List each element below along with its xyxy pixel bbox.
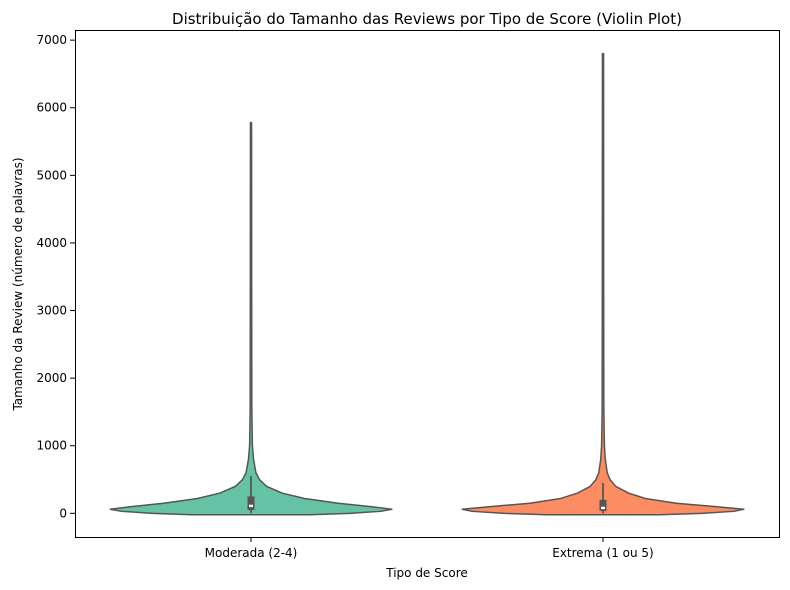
y-tick-label: 1000: [36, 439, 67, 453]
y-axis-label: Tamanho da Review (número de palavras): [11, 157, 25, 411]
chart-title: Distribuição do Tamanho das Reviews por …: [172, 10, 682, 28]
x-axis: Moderada (2-4) Extrema (1 ou 5): [205, 537, 654, 560]
y-tick-label: 2000: [36, 371, 67, 385]
y-tick-label: 3000: [36, 304, 67, 318]
x-axis-label: Tipo de Score: [385, 566, 468, 580]
violin-body: [461, 52, 745, 516]
y-tick-label: 0: [59, 506, 67, 520]
x-tick-label: Extrema (1 ou 5): [552, 546, 654, 560]
y-axis: 0 1000 2000 3000 4000 5000 6000 7000: [36, 33, 75, 520]
violin-body: [109, 121, 393, 516]
y-tick-label: 7000: [36, 33, 67, 47]
violin-iqr-box: [247, 496, 255, 510]
y-tick-label: 5000: [36, 168, 67, 182]
violin-iqr-box: [599, 499, 607, 511]
axes-frame: [75, 30, 780, 538]
violin-median-marker: [601, 506, 605, 510]
y-tick-label: 6000: [36, 101, 67, 115]
violin-median-marker: [249, 504, 253, 508]
plot-area: [109, 52, 745, 516]
y-tick-label: 4000: [36, 236, 67, 250]
x-tick-label: Moderada (2-4): [205, 546, 298, 560]
